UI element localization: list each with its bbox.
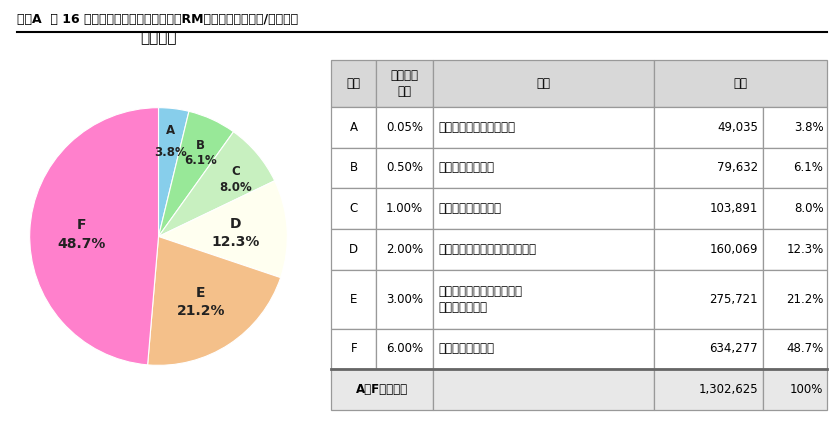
Bar bbox=[763, 270, 827, 329]
Text: 将来の支払い能力に懸念がある: 将来の支払い能力に懸念がある bbox=[438, 243, 536, 256]
Bar bbox=[376, 107, 433, 147]
Bar bbox=[332, 270, 376, 329]
Bar bbox=[763, 229, 827, 270]
Bar bbox=[763, 147, 827, 188]
Wedge shape bbox=[159, 111, 234, 236]
Bar bbox=[376, 270, 433, 329]
Text: F: F bbox=[350, 342, 357, 356]
Text: 図表A  第 16 回「格付ロジック改定によるRM格付変動の影響」/格付分布: 図表A 第 16 回「格付ロジック改定によるRM格付変動の影響」/格付分布 bbox=[17, 13, 298, 26]
Text: A: A bbox=[349, 121, 358, 134]
Text: C: C bbox=[349, 202, 358, 215]
Text: 3.8%: 3.8% bbox=[154, 146, 186, 159]
Bar bbox=[433, 147, 654, 188]
Text: C: C bbox=[231, 166, 240, 178]
Text: 6.00%: 6.00% bbox=[386, 342, 423, 356]
Text: 通常取引不適格先: 通常取引不適格先 bbox=[438, 342, 494, 356]
Bar bbox=[332, 147, 376, 188]
Text: E: E bbox=[197, 286, 206, 301]
Bar bbox=[763, 188, 827, 229]
Text: 格付: 格付 bbox=[347, 77, 360, 90]
Text: 634,277: 634,277 bbox=[709, 342, 758, 356]
Bar bbox=[376, 59, 433, 107]
Text: B: B bbox=[349, 162, 358, 175]
Bar bbox=[654, 59, 827, 107]
Text: 支払い能力が非常に高い: 支払い能力が非常に高い bbox=[438, 121, 515, 134]
Bar bbox=[763, 329, 827, 369]
Text: 48.7%: 48.7% bbox=[786, 342, 823, 356]
Bar bbox=[332, 329, 376, 369]
Text: 1.00%: 1.00% bbox=[386, 202, 423, 215]
Bar bbox=[654, 147, 763, 188]
Text: 6.1%: 6.1% bbox=[794, 162, 823, 175]
Text: 6.1%: 6.1% bbox=[184, 154, 217, 167]
Text: 103,891: 103,891 bbox=[710, 202, 758, 215]
Wedge shape bbox=[159, 108, 189, 237]
Text: 21.2%: 21.2% bbox=[786, 292, 823, 306]
Text: 12.3%: 12.3% bbox=[212, 235, 260, 249]
Text: B: B bbox=[196, 138, 205, 152]
Wedge shape bbox=[159, 132, 275, 236]
Bar bbox=[654, 229, 763, 270]
Bar bbox=[332, 59, 376, 107]
Bar bbox=[654, 188, 763, 229]
Text: 0.50%: 0.50% bbox=[386, 162, 423, 175]
Text: A～F格　合計: A～F格 合計 bbox=[356, 383, 408, 396]
Bar bbox=[433, 369, 654, 410]
Text: 8.0%: 8.0% bbox=[219, 181, 252, 194]
Text: 8.0%: 8.0% bbox=[794, 202, 823, 215]
Text: 件数: 件数 bbox=[733, 77, 748, 90]
Bar bbox=[763, 369, 827, 410]
Bar bbox=[763, 107, 827, 147]
Bar bbox=[433, 188, 654, 229]
Text: 想定倒産
確率: 想定倒産 確率 bbox=[391, 69, 418, 98]
Text: 48.7%: 48.7% bbox=[57, 237, 106, 251]
Bar bbox=[376, 147, 433, 188]
Bar bbox=[433, 270, 654, 329]
Text: D: D bbox=[349, 243, 359, 256]
Bar bbox=[433, 329, 654, 369]
Text: 支払い能力に懸念があり、
注意するべき先: 支払い能力に懸念があり、 注意するべき先 bbox=[438, 285, 522, 313]
Bar bbox=[332, 107, 376, 147]
Text: 0.05%: 0.05% bbox=[386, 121, 423, 134]
Text: 支払い能力が高い: 支払い能力が高い bbox=[438, 162, 494, 175]
Text: 275,721: 275,721 bbox=[709, 292, 758, 306]
Wedge shape bbox=[159, 181, 287, 278]
Text: 3.8%: 3.8% bbox=[794, 121, 823, 134]
Bar bbox=[332, 188, 376, 229]
Text: 12.3%: 12.3% bbox=[786, 243, 823, 256]
Wedge shape bbox=[29, 108, 159, 365]
Text: D: D bbox=[230, 217, 241, 231]
Text: 100%: 100% bbox=[790, 383, 823, 396]
Bar bbox=[654, 270, 763, 329]
Text: 3.00%: 3.00% bbox=[386, 292, 423, 306]
Bar bbox=[332, 229, 376, 270]
Text: 49,035: 49,035 bbox=[717, 121, 758, 134]
Bar bbox=[433, 107, 654, 147]
Text: 支払い能力は中程度: 支払い能力は中程度 bbox=[438, 202, 501, 215]
Bar bbox=[376, 188, 433, 229]
Bar bbox=[433, 59, 654, 107]
Text: E: E bbox=[350, 292, 357, 306]
Bar bbox=[332, 369, 433, 410]
Bar bbox=[433, 229, 654, 270]
Bar bbox=[654, 329, 763, 369]
Text: A: A bbox=[166, 124, 175, 137]
Text: 定義: 定義 bbox=[537, 77, 550, 90]
Text: 160,069: 160,069 bbox=[710, 243, 758, 256]
Bar bbox=[376, 329, 433, 369]
Text: 1,302,625: 1,302,625 bbox=[698, 383, 758, 396]
Wedge shape bbox=[148, 237, 281, 366]
Text: F: F bbox=[76, 218, 86, 233]
Bar bbox=[654, 107, 763, 147]
Bar bbox=[654, 369, 763, 410]
Text: 2.00%: 2.00% bbox=[386, 243, 423, 256]
Text: 79,632: 79,632 bbox=[717, 162, 758, 175]
Title: 格付分布: 格付分布 bbox=[140, 30, 176, 45]
Text: 21.2%: 21.2% bbox=[176, 304, 225, 319]
Bar bbox=[376, 229, 433, 270]
